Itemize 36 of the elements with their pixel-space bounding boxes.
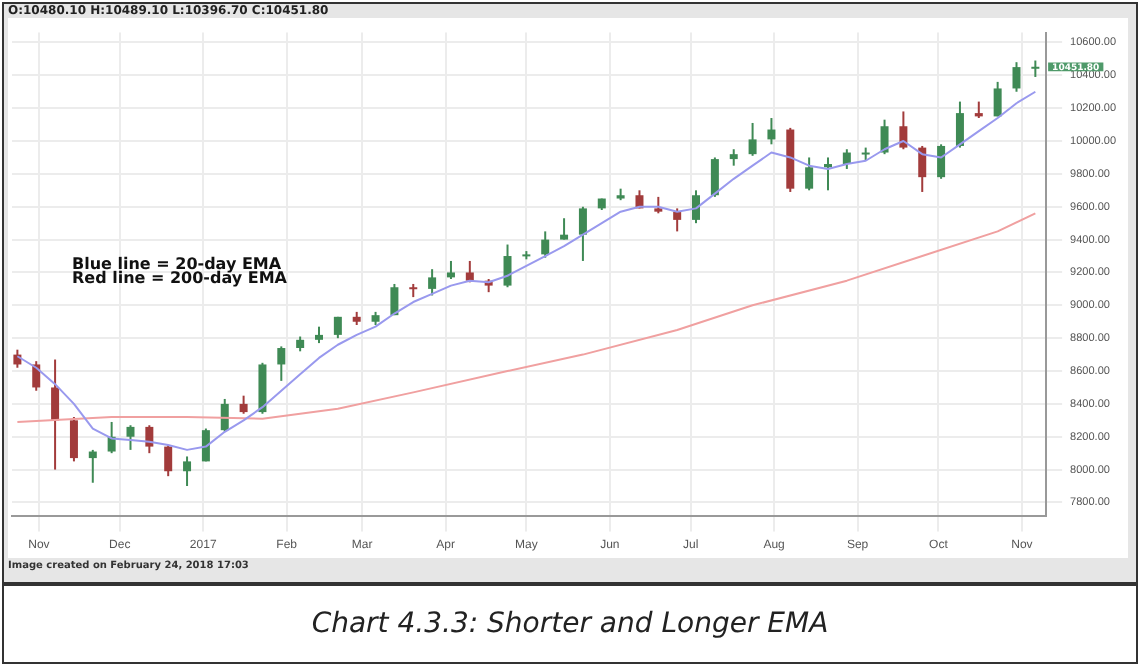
- annotation: Red line = 200-day EMA: [72, 268, 289, 287]
- candlestick: [993, 80, 1002, 118]
- candlestick: [88, 448, 97, 484]
- candlestick: [673, 207, 682, 233]
- candlestick: [239, 394, 248, 415]
- candlestick: [428, 268, 437, 297]
- candlestick: [578, 205, 587, 262]
- candlestick: [145, 424, 154, 455]
- candlestick: [164, 443, 173, 478]
- candlestick: [183, 455, 192, 488]
- candlestick: [560, 217, 569, 241]
- candlestick: [805, 156, 814, 192]
- candlestick: [937, 143, 946, 180]
- candlestick: [692, 189, 701, 225]
- candlestick: [126, 424, 135, 451]
- candlestick: [446, 259, 455, 281]
- candlestick: [69, 416, 78, 463]
- candlestick: [899, 110, 908, 151]
- candlestick: [767, 117, 776, 146]
- candlestick: [220, 397, 229, 433]
- candlestick: [1012, 61, 1021, 93]
- candlestick: [51, 358, 60, 471]
- candlestick: [710, 156, 719, 198]
- candlestick: [277, 345, 286, 382]
- candlestick: [541, 230, 550, 259]
- candlestick: [748, 121, 757, 157]
- candlestick: [32, 360, 41, 392]
- candlestick: [823, 156, 832, 192]
- candlestick: [107, 420, 116, 455]
- candlestick: [503, 243, 512, 289]
- candlestick: [880, 118, 889, 156]
- candlestick: [258, 361, 267, 415]
- candlestick: [955, 100, 964, 149]
- annotation: Blue line = 20-day EMA: [72, 254, 283, 273]
- candlestick: [918, 144, 927, 193]
- text: Chart 4.3.3: Shorter and Longer EMA: [2, 584, 1138, 664]
